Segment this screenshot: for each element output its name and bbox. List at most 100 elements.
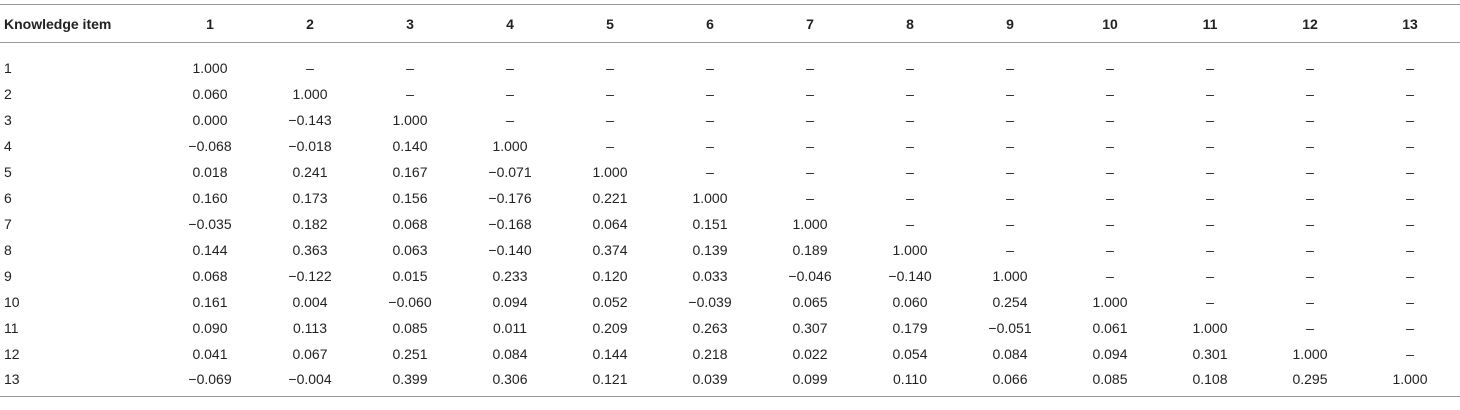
table-cell: – [1106,189,1114,206]
table-row: 6 0.160 0.173 0.156 −0.176 0.221 1.000 – – – – – – – [0,185,1460,211]
table-cell: – [906,137,914,154]
table-cell: 0.156 [392,189,428,206]
column-header-5: 5 [560,4,660,43]
row-label: 5 [4,163,12,180]
table-row: 2 0.060 1.000 – – – – – – – – – – – [0,81,1460,107]
row-label: 8 [4,241,12,258]
table-cell: – [806,163,814,180]
table-cell: – [1406,189,1414,206]
table-cell: – [806,59,814,76]
table-row: 9 0.068 −0.122 0.015 0.233 0.120 0.033 −0.046 −0… [0,263,1460,289]
table-cell: – [606,111,614,128]
table-row: 3 0.000 −0.143 1.000 – – – – – – – – – – [0,107,1460,133]
table-cell: 0.399 [360,366,460,397]
table-cell: – [1306,293,1314,310]
table-cell: 0.263 [692,319,728,336]
table-cell: – [606,137,614,154]
table-cell: 0.063 [392,241,428,258]
table-cell: 0.039 [660,366,760,397]
table-cell: −0.140 [488,241,532,258]
table-row: 7 −0.035 0.182 0.068 −0.168 0.064 0.151 1.000 – –… [0,211,1460,237]
table-cell: 1.000 [492,137,528,154]
table-cell: – [1206,241,1214,258]
table-cell: – [1406,163,1414,180]
table-cell: – [1206,85,1214,102]
table-cell: 0.307 [792,319,828,336]
table-cell: 1.000 [392,111,428,128]
table-cell: −0.122 [288,267,332,284]
table-cell: −0.060 [388,293,432,310]
table-cell: – [1406,137,1414,154]
table-cell: 1.000 [592,163,628,180]
table-cell: −0.140 [888,267,932,284]
table-cell: 0.221 [592,189,628,206]
table-cell: 0.182 [292,215,328,232]
table-cell: – [1206,215,1214,232]
row-label: 1 [4,59,12,76]
table-cell: – [1106,241,1114,258]
table-cell: – [706,163,714,180]
table-cell: 1.000 [892,241,928,258]
column-header-4: 4 [460,4,560,43]
table-row: 10 0.161 0.004 −0.060 0.094 0.052 −0.039 0.065 0… [0,289,1460,315]
table-cell: −0.168 [488,215,532,232]
row-label: 10 [4,293,20,310]
column-header-7: 7 [760,4,860,43]
table-row: 5 0.018 0.241 0.167 −0.071 1.000 – – – – – – – – [0,159,1460,185]
table-cell: – [906,189,914,206]
table-cell: – [1306,215,1314,232]
table-cell: 0.066 [960,366,1060,397]
table-cell: 0.363 [292,241,328,258]
table-cell: 0.251 [392,345,428,362]
table-cell: −0.051 [988,319,1032,336]
table-cell: – [506,59,514,76]
table-cell: – [1406,267,1414,284]
table-cell: – [1306,319,1314,336]
table-cell: 0.151 [692,215,728,232]
table-cell: 0.090 [192,319,228,336]
table-cell: 0.067 [292,345,328,362]
table-cell: – [1306,85,1314,102]
table-cell: 1.000 [1360,366,1460,397]
table-cell: −0.046 [788,267,832,284]
table-cell: 0.140 [392,137,428,154]
column-header-2: 2 [260,4,360,43]
table-cell: 0.064 [592,215,628,232]
table-cell: 0.233 [492,267,528,284]
table-cell: 0.061 [1092,319,1128,336]
table-cell: – [1306,111,1314,128]
table-cell: 0.189 [792,241,828,258]
table-cell: 0.108 [1160,366,1260,397]
table-cell: – [706,85,714,102]
table-cell: 0.121 [560,366,660,397]
table-cell: – [1006,59,1014,76]
table-cell: 0.120 [592,267,628,284]
column-header-11: 11 [1160,4,1260,43]
table-cell: – [1206,137,1214,154]
table-cell: – [606,85,614,102]
row-label: 12 [4,345,20,362]
table-cell: – [1006,85,1014,102]
table-row: 11 0.090 0.113 0.085 0.011 0.209 0.263 0.307 0.1… [0,315,1460,341]
table-cell: – [906,111,914,128]
column-header-12: 12 [1260,4,1360,43]
table-cell: 0.167 [392,163,428,180]
column-header-8: 8 [860,4,960,43]
table-cell: – [1106,111,1114,128]
table-cell: – [706,59,714,76]
row-label: 2 [4,85,12,102]
table-cell: – [1106,137,1114,154]
row-label: 9 [4,267,12,284]
table-row: 13 −0.069 −0.004 0.399 0.306 0.121 0.039 0.099 0… [0,366,1460,397]
column-header-knowledge-item: Knowledge item [0,4,160,43]
table-cell: 0.068 [192,267,228,284]
table-cell: – [906,59,914,76]
table-cell: – [1206,293,1214,310]
table-cell: 1.000 [692,189,728,206]
table-cell: 0.295 [1260,366,1360,397]
table-cell: 0.033 [692,267,728,284]
table-cell: – [906,85,914,102]
table-cell: −0.071 [488,163,532,180]
header-row: Knowledge item 1 2 3 4 5 6 7 8 9 10 11 12 13 [0,4,1460,43]
